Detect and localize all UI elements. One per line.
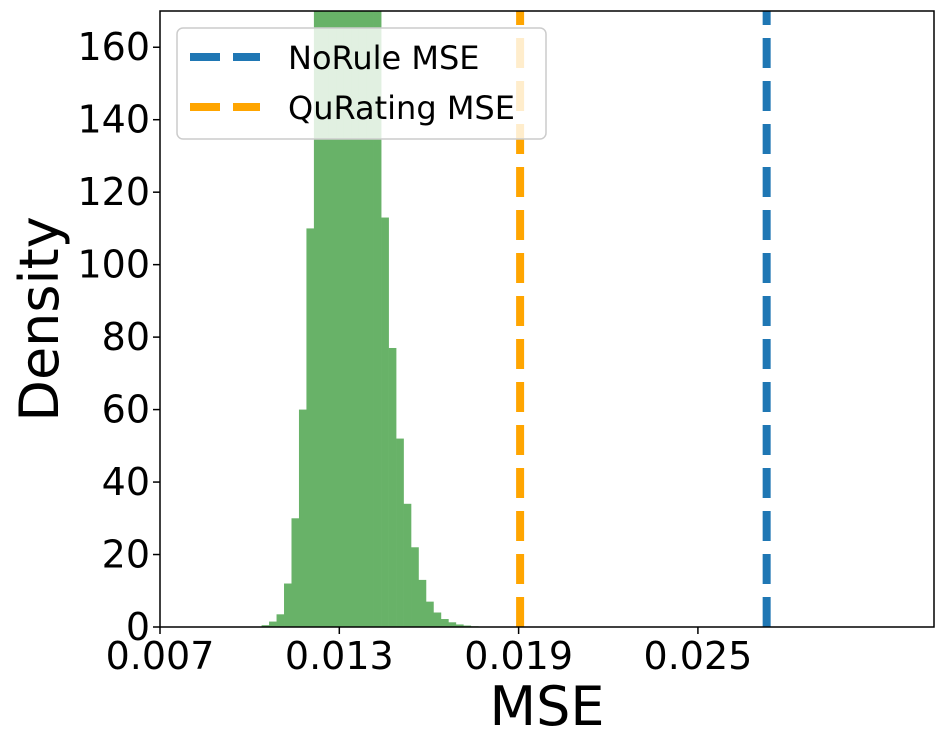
y-tick-label: 0 [126,605,150,649]
histogram-bar [366,11,374,627]
x-axis-ticks: 0.007 0.013 0.019 0.025 [106,627,753,678]
x-tick-label: 0.013 [285,634,394,678]
y-tick-label: 80 [102,315,150,359]
y-axis-ticks: 0 20 40 60 80 100 120 140 160 [77,25,160,649]
histogram-bar [291,518,300,627]
legend-label: QuRating MSE [288,89,515,127]
histogram-bar [388,347,397,627]
histogram-bar [328,11,337,627]
histogram-bar [306,228,315,628]
histogram-bar [351,11,360,627]
y-axis-title: Density [8,216,71,421]
histogram-bars [261,11,479,628]
histogram-bar [381,217,389,627]
y-tick-label: 140 [77,98,150,142]
plot-frame [159,10,935,628]
histogram-bar [425,601,434,627]
histogram-bar [373,11,382,627]
x-tick-label: 0.019 [464,634,573,678]
y-tick-label: 20 [102,533,150,577]
x-axis-title: MSE [490,675,605,738]
histogram-bar [433,612,442,627]
histogram-bar [403,503,412,627]
legend-label: NoRule MSE [288,39,479,77]
histogram-bar [276,614,285,627]
y-tick-label: 60 [102,388,150,432]
histogram-bar [284,583,292,627]
y-tick-label: 120 [77,170,150,214]
y-tick-label: 40 [102,460,150,504]
histogram-bar [261,625,270,627]
histogram-bar [358,11,367,627]
histogram-bar [411,547,419,627]
histogram-bar [343,11,352,627]
y-tick-label: 100 [77,243,150,287]
histogram-bar [396,438,404,627]
y-tick-label: 160 [77,25,150,69]
histogram-bar [269,621,277,627]
reference-lines [516,11,771,627]
x-tick-label: 0.025 [644,634,753,678]
histogram-bar [418,579,427,627]
legend-box [176,27,547,140]
histogram-bar [440,619,449,627]
histogram-bar [298,409,307,627]
histogram-bar [455,624,464,627]
histogram-bar [313,11,322,627]
legend: NoRule MSE QuRating MSE [176,27,547,140]
x-tick-label: 0.007 [106,634,215,678]
histogram-bar [321,11,330,627]
histogram-bar [336,11,345,627]
histogram-bar [448,622,457,627]
